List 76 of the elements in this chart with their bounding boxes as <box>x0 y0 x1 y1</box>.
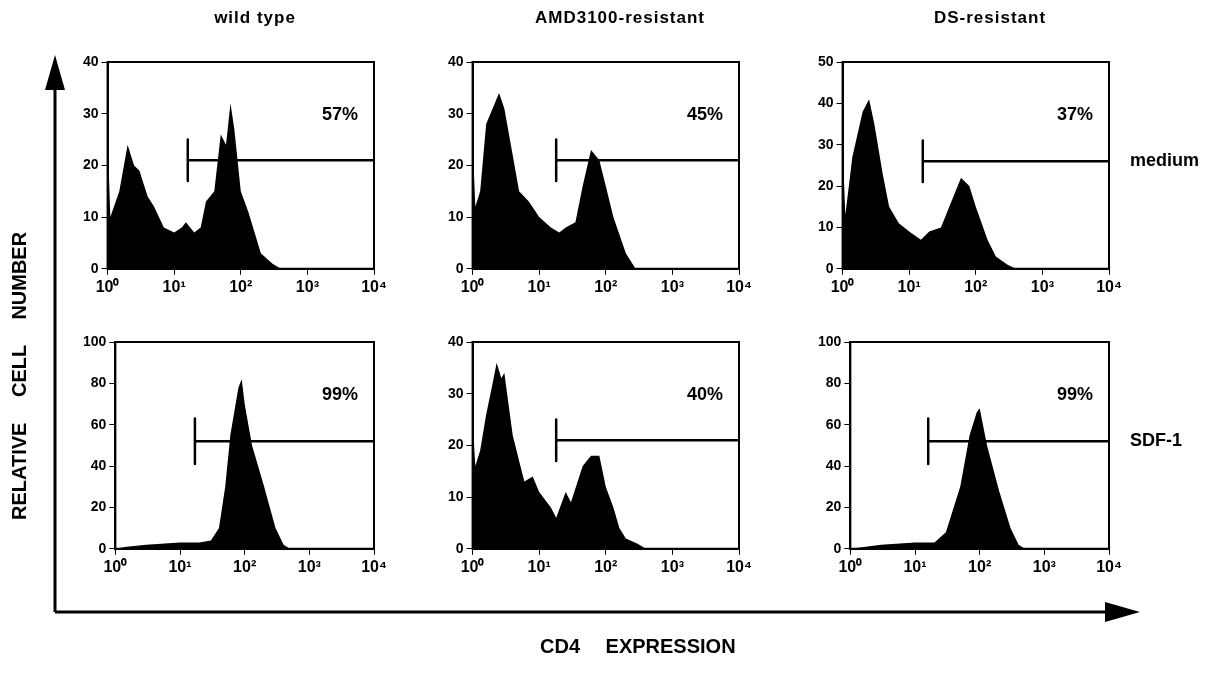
x-tick-label: 10⁰ <box>460 557 485 575</box>
y-tick-label: 40 <box>82 52 99 69</box>
x-tick-label: 10⁰ <box>95 277 120 295</box>
y-tick-label: 0 <box>90 259 99 276</box>
y-tick-label: 20 <box>447 436 464 453</box>
y-tick-label: 10 <box>817 218 834 235</box>
x-tick-label: 10² <box>229 277 253 295</box>
y-tick-label: 100 <box>83 332 107 349</box>
y-tick-label: 10 <box>447 207 464 224</box>
y-tick-label: 10 <box>82 207 99 224</box>
x-tick-label: 10⁴ <box>361 557 387 575</box>
x-tick-label: 10⁴ <box>1096 277 1122 295</box>
x-tick-label: 10³ <box>660 277 684 295</box>
chart-title: wild type <box>213 8 297 28</box>
annotation: 57% <box>321 104 358 125</box>
y-tick-label: 40 <box>825 456 842 473</box>
x-tick-label: 10³ <box>295 277 319 295</box>
y-tick-label: 30 <box>817 135 834 152</box>
y-tick-label: 60 <box>90 415 107 432</box>
x-tick-label: 10¹ <box>162 277 186 295</box>
y-tick-label: 80 <box>90 374 107 391</box>
x-tick-label: 10⁰ <box>838 557 863 575</box>
x-tick-label: 10³ <box>1030 277 1054 295</box>
x-tick-label: 10³ <box>1032 557 1056 575</box>
annotation: 40% <box>686 384 723 405</box>
x-tick-label: 10² <box>964 277 988 295</box>
y-tick-label: 40 <box>447 52 464 69</box>
x-tick-label: 10¹ <box>168 557 192 575</box>
annotation: 99% <box>1056 384 1093 405</box>
text: SDF-1 <box>1130 430 1183 451</box>
y-tick-label: 40 <box>817 94 834 111</box>
annotation: 37% <box>1056 104 1093 125</box>
x-tick-label: 10¹ <box>897 277 921 295</box>
x-tick-label: 10² <box>968 557 992 575</box>
x-tick-label: 10¹ <box>527 277 551 295</box>
annotation: 45% <box>686 104 723 125</box>
chart-title: DS-resistant <box>932 8 1048 28</box>
y-tick-label: 50 <box>817 52 834 69</box>
x-tick-label: 10⁰ <box>103 557 128 575</box>
x-tick-label: 10⁴ <box>361 277 387 295</box>
y-tick-label: 10 <box>447 487 464 504</box>
y-tick-label: 20 <box>90 498 107 515</box>
y-tick-label: 20 <box>82 156 99 173</box>
annotation: 99% <box>321 384 358 405</box>
y-tick-label: 40 <box>447 332 464 349</box>
y-tick-label: 100 <box>818 332 842 349</box>
text: medium <box>1130 150 1200 171</box>
x-tick-label: 10³ <box>297 557 321 575</box>
y-tick-label: 0 <box>825 259 834 276</box>
y-tick-label: 20 <box>817 176 834 193</box>
y-tick-label: 0 <box>455 259 464 276</box>
x-tick-label: 10⁰ <box>460 277 485 295</box>
x-tick-label: 10⁴ <box>1096 557 1122 575</box>
y-tick-label: 60 <box>825 415 842 432</box>
x-tick-label: 10² <box>233 557 257 575</box>
x-tick-label: 10¹ <box>903 557 927 575</box>
y-tick-label: 20 <box>447 156 464 173</box>
y-tick-label: 40 <box>90 456 107 473</box>
text: RELATIVE CELL NUMBER <box>8 231 31 520</box>
chart-title: AMD3100-resistant <box>533 8 707 28</box>
x-tick-label: 10³ <box>660 557 684 575</box>
y-tick-label: 30 <box>447 384 464 401</box>
x-tick-label: 10⁴ <box>726 277 752 295</box>
y-tick-label: 80 <box>825 374 842 391</box>
x-tick-label: 10² <box>594 277 618 295</box>
x-tick-label: 10⁴ <box>726 557 752 575</box>
x-tick-label: 10⁰ <box>830 277 855 295</box>
x-tick-label: 10² <box>594 557 618 575</box>
y-tick-label: 0 <box>455 539 464 556</box>
y-tick-label: 0 <box>98 539 107 556</box>
y-tick-label: 30 <box>447 104 464 121</box>
y-tick-label: 0 <box>833 539 842 556</box>
y-tick-label: 20 <box>825 498 842 515</box>
text: CD4 EXPRESSION <box>540 635 736 658</box>
y-tick-label: 30 <box>82 104 99 121</box>
x-tick-label: 10¹ <box>527 557 551 575</box>
